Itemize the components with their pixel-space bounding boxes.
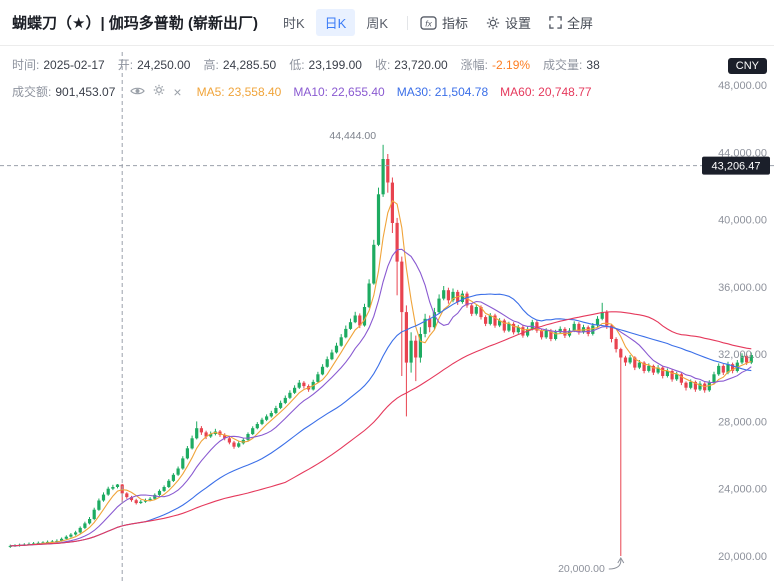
svg-text:20,000.00: 20,000.00 [718,551,767,563]
turnover-value: 901,453.07 [55,85,116,99]
volume-label: 成交量: [543,58,583,72]
chart-toolbar: 蝴蝶刀（★）| 伽玛多普勒 (崭新出厂) 时K 日K 周K fx 指标 设置 全… [0,0,774,46]
close-value: 23,720.00 [394,58,448,72]
kline-canvas[interactable]: 48,000.00 44,000.00 40,000.00 36,000.00 32,0… [0,46,774,584]
toggle-visibility-button[interactable] [130,84,146,99]
item-title: 蝴蝶刀（★）| 伽玛多普勒 (崭新出厂) [12,15,258,32]
low-field: 低: 23,199.00 [289,56,362,73]
fullscreen-button[interactable]: 全屏 [549,13,593,32]
volume-field: 成交量: 38 [543,56,600,73]
svg-text:44,000.00: 44,000.00 [718,147,767,159]
high-value: 24,285.50 [222,58,277,72]
turnover-field: 成交额: 901,453.07 [12,83,115,100]
currency-badge[interactable]: CNY [727,58,767,74]
svg-text:43,206.47: 43,206.47 [712,161,761,173]
time-field: 时间: 2025-02-17 [12,56,105,73]
gear-icon [153,84,165,99]
indicator-info-bar: 成交额: 901,453.07 × MA5: 23,558.40 MA10: 22… [12,83,592,100]
svg-text:20,000.00: 20,000.00 [558,563,605,575]
open-label: 开: [117,58,134,72]
svg-text:32,000.00: 32,000.00 [718,349,767,361]
svg-text:44,444.00: 44,444.00 [329,130,376,142]
volume-value: 38 [586,58,600,72]
indicator-settings-button[interactable] [153,84,165,99]
svg-text:fx: fx [425,18,432,28]
ma60-readout: MA60: 20,748.77 [500,84,592,99]
fullscreen-icon [549,16,562,29]
tab-day-k[interactable]: 日K [315,9,356,36]
high-field: 高: 24,285.50 [203,56,276,73]
ma10-readout: MA10: 22,655.40 [293,84,385,99]
close-field: 收: 23,720.00 [375,56,448,73]
svg-text:36,000.00: 36,000.00 [718,282,767,294]
svg-text:28,000.00: 28,000.00 [718,416,767,428]
svg-text:24,000.00: 24,000.00 [718,484,767,496]
fullscreen-label: 全屏 [567,16,594,31]
time-label: 时间: [12,58,40,72]
toolbar-divider [407,15,408,30]
low-value: 23,199.00 [308,58,362,72]
ohlc-info-bar: 时间: 2025-02-17 开: 24,250.00 高: 24,285.50 低:… [12,56,600,73]
chart-area: 48,000.00 44,000.00 40,000.00 36,000.00 32,0… [0,46,774,584]
close-label: 收: [374,58,391,72]
settings-button[interactable]: 设置 [486,13,531,32]
indicator-controls: × [130,84,182,99]
ma5-readout: MA5: 23,558.40 [196,84,282,99]
open-value: 24,250.00 [137,58,191,72]
open-field: 开: 24,250.00 [118,56,191,73]
svg-text:48,000.00: 48,000.00 [718,80,767,92]
indicators-button[interactable]: fx 指标 [420,13,468,32]
tab-hour-k[interactable]: 时K [274,9,314,36]
turnover-label: 成交额: [12,85,52,99]
close-icon: × [173,83,182,100]
change-value: -2.19% [492,58,531,72]
time-value: 2025-02-17 [43,58,105,72]
remove-indicator-button[interactable]: × [173,85,181,99]
change-label: 涨幅: [460,58,489,72]
ma30-readout: MA30: 21,504.78 [396,84,489,99]
fx-indicator-icon: fx [420,15,437,30]
gear-icon [486,16,500,30]
eye-icon [130,84,146,99]
indicators-label: 指标 [442,16,469,31]
change-field: 涨幅: -2.19% [461,56,530,73]
kline-period-tabs: 时K 日K 周K [274,9,397,36]
tab-week-k[interactable]: 周K [357,9,397,36]
svg-text:40,000.00: 40,000.00 [718,215,767,227]
settings-label: 设置 [505,16,532,31]
high-label: 高: [203,58,219,72]
low-label: 低: [289,58,305,72]
